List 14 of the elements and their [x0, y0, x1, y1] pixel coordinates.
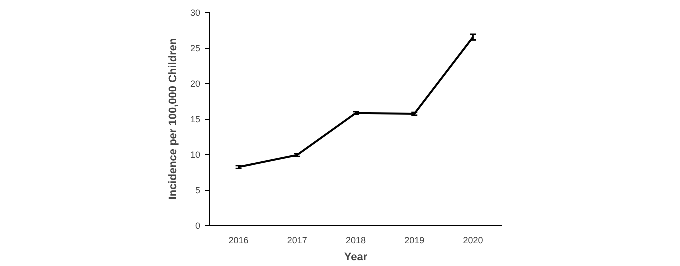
- y-tick-label: 0: [195, 221, 201, 231]
- y-axis-title: Incidence per 100,000 Children: [167, 38, 180, 200]
- y-tick-label: 15: [190, 114, 201, 124]
- y-tick-label: 5: [195, 186, 201, 196]
- x-tick-label: 2017: [287, 236, 308, 246]
- x-tick-label: 2016: [228, 236, 249, 246]
- y-tick-label: 20: [190, 79, 201, 89]
- y-tick-label: 30: [190, 8, 201, 18]
- x-tick-label: 2019: [404, 236, 425, 246]
- y-tick-label: 25: [190, 44, 201, 54]
- x-axis-title: Year: [344, 252, 368, 264]
- x-tick-label: 2018: [346, 236, 366, 246]
- x-tick-label: 2020: [463, 236, 484, 246]
- y-tick-label: 10: [190, 150, 201, 160]
